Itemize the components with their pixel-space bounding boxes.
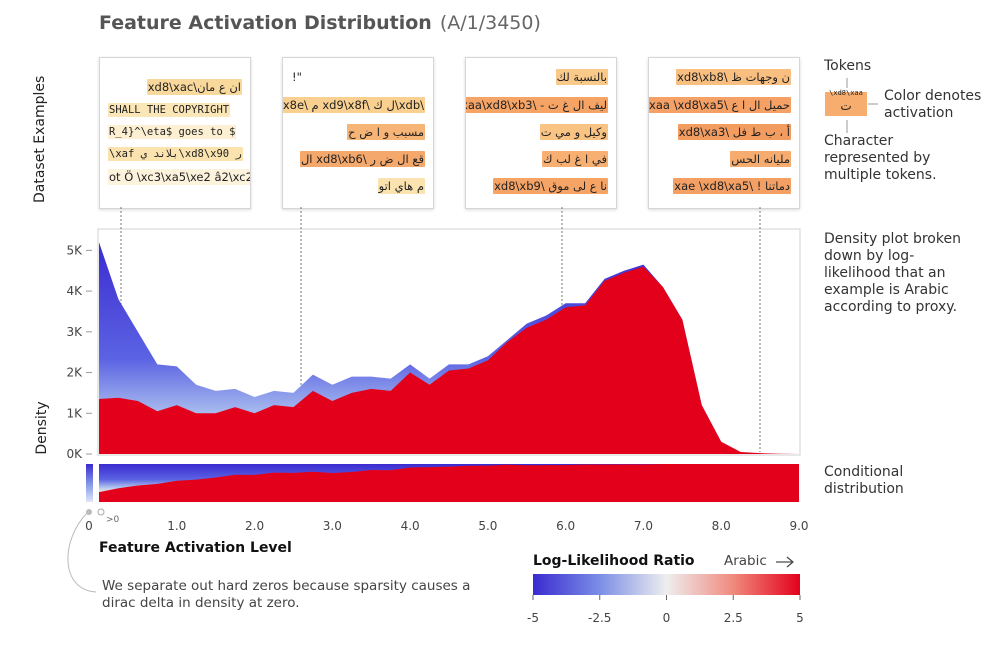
x-tick-label: 3.0 <box>323 519 342 533</box>
conditional-note: Conditional distribution <box>824 464 904 497</box>
example-card-3: بالنسبة لك ليف ال غ ت - \xd8\xaa\xd8\xb3… <box>465 57 617 209</box>
card4-line-2: حميل ال ا ع \xaa \xd8\xa5 <box>649 97 791 113</box>
card2-line-3: مسبب و ا ض ح <box>347 124 425 140</box>
colorbar-tick-label: -2.5 <box>588 611 611 625</box>
plot-frame <box>97 228 801 456</box>
title-text: Feature Activation Distribution <box>99 12 432 34</box>
colorbar-tick-label: 5 <box>796 611 804 625</box>
card4-line-1: ن وجهات ظ \xd8\xb8 <box>676 69 791 85</box>
x-axis-label: Feature Activation Level <box>99 540 292 556</box>
colorbar-ticks: -5 -2.5 0 2.5 5 <box>527 595 804 625</box>
x-axis-ticks: 0 1.0 2.0 3.0 4.0 5.0 6.0 7.0 8.0 9.0 >0 <box>85 508 809 533</box>
card3-line-3: وكيل و مي ت <box>539 124 608 140</box>
title-subtitle: (A/1/3450) <box>439 12 541 34</box>
y-tick-label: 1K <box>66 406 83 420</box>
y-axis-ticks: 0K 1K 2K 3K 4K 5K <box>66 243 92 461</box>
colorbar-title: Log-Likelihood Ratio <box>533 553 695 569</box>
x-tick-label: 8.0 <box>712 519 731 533</box>
colorbar-tick-label: 0 <box>663 611 671 625</box>
y-tick-label: 2K <box>66 366 83 380</box>
colorbar-tick-label: 2.5 <box>724 611 743 625</box>
multi-token-note: Character represented by multiple tokens… <box>824 133 937 183</box>
card1-line-5: ot Ö \xc3\xa5\xe2 â2\xc2 <box>108 169 250 185</box>
card1-line-1: ان ع مان\xd8\xac <box>146 79 242 95</box>
card3-line-2: ليف ال غ ت - \xd8\xaa\xd8\xb3 <box>466 97 608 113</box>
x-tick-label: 0 <box>85 519 93 533</box>
x-tick-label: 6.0 <box>556 519 575 533</box>
token-legend-bracket <box>846 78 878 133</box>
x-tick-label: 4.0 <box>401 519 420 533</box>
sample-token-char: ت <box>840 99 852 113</box>
hard-zero-bar <box>86 464 93 502</box>
card3-line-1: بالنسبة لك <box>555 69 608 85</box>
card2-line-4: قع ال ض ر \xd8\xb6 ال <box>299 151 425 167</box>
colorbar-arabic-label: Arabic <box>724 553 767 569</box>
x-tick-label: 1.0 <box>167 519 186 533</box>
card1-line-2: SHALL THE COPYRIGHT <box>108 103 231 117</box>
card3-line-4: في ا غ لب ك <box>541 151 608 167</box>
nonzero-marker <box>97 508 105 516</box>
y-tick-label: 5K <box>66 243 83 257</box>
x-tick-label: 5.0 <box>478 519 497 533</box>
chart-title: Feature Activation Distribution (A/1/3450… <box>99 12 541 34</box>
x-tick-label: 7.0 <box>634 519 653 533</box>
hard-zero-note: We separate out hard zeros because spars… <box>102 578 471 611</box>
zero-marker <box>86 509 92 515</box>
colorbar-tick-label: -5 <box>527 611 539 625</box>
example-card-1: ان ع مان\xd8\xac SHALL THE COPYRIGHT R_4… <box>99 57 251 209</box>
arrow-head-icon <box>786 556 794 568</box>
sample-token-swatch: \xd8\xaa ت <box>825 89 867 116</box>
y-tick-label: 0K <box>66 447 83 461</box>
y-tick-label: 4K <box>66 284 83 298</box>
x-tick-label: 2.0 <box>245 519 264 533</box>
density-note: Density plot broken down by log-likeliho… <box>824 231 961 315</box>
card3-line-5: نا ع لى موق \xd8\xb9 <box>493 178 608 194</box>
card1-line-3: R_4}^\eta$ goes to $ <box>108 125 237 139</box>
nonzero-label: >0 <box>106 515 120 525</box>
conditional-distribution-strip <box>86 464 799 502</box>
tokens-label: Tokens <box>824 58 872 74</box>
arabic-density-area <box>99 266 799 454</box>
card4-line-3: أ ، ب ط فل \xd8\xa3 <box>677 124 791 140</box>
zero-note-pointer <box>67 511 97 593</box>
conditional-non-arabic <box>99 464 799 493</box>
sample-token-code: \xd8\xaa <box>829 89 863 97</box>
card2-line-1: !" <box>292 70 302 84</box>
card2-line-2: \xdb\ل ك \xd9\x8f م \xd8\x8e <box>283 97 425 113</box>
x-tick-label: 9.0 <box>789 519 808 533</box>
card4-line-5: دماتنا ! \xae \xd8\xa5 <box>673 178 791 194</box>
card2-line-5: م هاي اتو <box>377 178 425 194</box>
card1-line-4: \xaf بلاند ي\xd8\x90 ر <box>108 147 243 161</box>
example-card-4: ن وجهات ظ \xd8\xb8 حميل ال ا ع \xaa \xd8… <box>648 57 800 209</box>
example-card-2: !" \xdb\ل ك \xd9\x8f م \xd8\x8e مسبب و ا… <box>282 57 434 209</box>
card4-line-4: مليانه الحس <box>730 151 791 167</box>
colorbar <box>533 574 800 595</box>
y-tick-label: 3K <box>66 325 83 339</box>
density-areas <box>99 242 799 454</box>
example-connector-lines <box>120 207 761 452</box>
color-note: Color denotes activation <box>884 88 982 121</box>
